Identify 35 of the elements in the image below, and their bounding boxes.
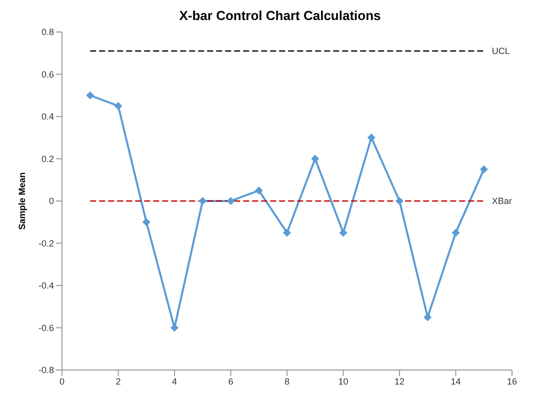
- y-tick-label: -0.8: [38, 365, 54, 376]
- y-axis-title: Sample Mean: [17, 172, 28, 230]
- point: [452, 228, 460, 237]
- y-tick-label: 0.4: [41, 112, 54, 122]
- y-tick-label: 0.2: [41, 154, 54, 164]
- series-label: XBar: [492, 196, 512, 206]
- point: [114, 102, 122, 110]
- point: [86, 91, 94, 100]
- x-tick-label: 12: [394, 376, 405, 386]
- point: [142, 218, 150, 226]
- y-tick-label: 0: [48, 196, 54, 206]
- point: [339, 228, 348, 237]
- chart-title: X-bar Control Chart Calculations: [178, 8, 382, 24]
- x-tick-label: 4: [172, 376, 178, 386]
- point: [283, 228, 291, 237]
- point: [254, 186, 263, 194]
- point: [311, 154, 320, 163]
- x-tick-label: 10: [338, 376, 348, 386]
- y-tick-label: 0.8: [41, 27, 54, 38]
- y-tick-label: 0.6: [41, 69, 54, 80]
- y-tick-label: -0.2: [38, 238, 54, 248]
- x-tick-label: 2: [116, 376, 121, 386]
- y-tick-label: -0.6: [38, 322, 54, 333]
- y-tick-label: -0.4: [38, 280, 54, 291]
- x-tick-label: 16: [506, 376, 518, 386]
- x-tick-label: 8: [284, 376, 290, 386]
- point: [396, 197, 404, 205]
- x-tick-label: 6: [228, 376, 234, 386]
- x-tick-label: 14: [450, 376, 461, 386]
- point: [226, 197, 235, 205]
- point: [424, 313, 432, 322]
- series-label: UCL: [492, 46, 510, 56]
- x-tick-label: 0: [59, 376, 65, 386]
- point: [367, 134, 376, 142]
- point: [480, 165, 488, 174]
